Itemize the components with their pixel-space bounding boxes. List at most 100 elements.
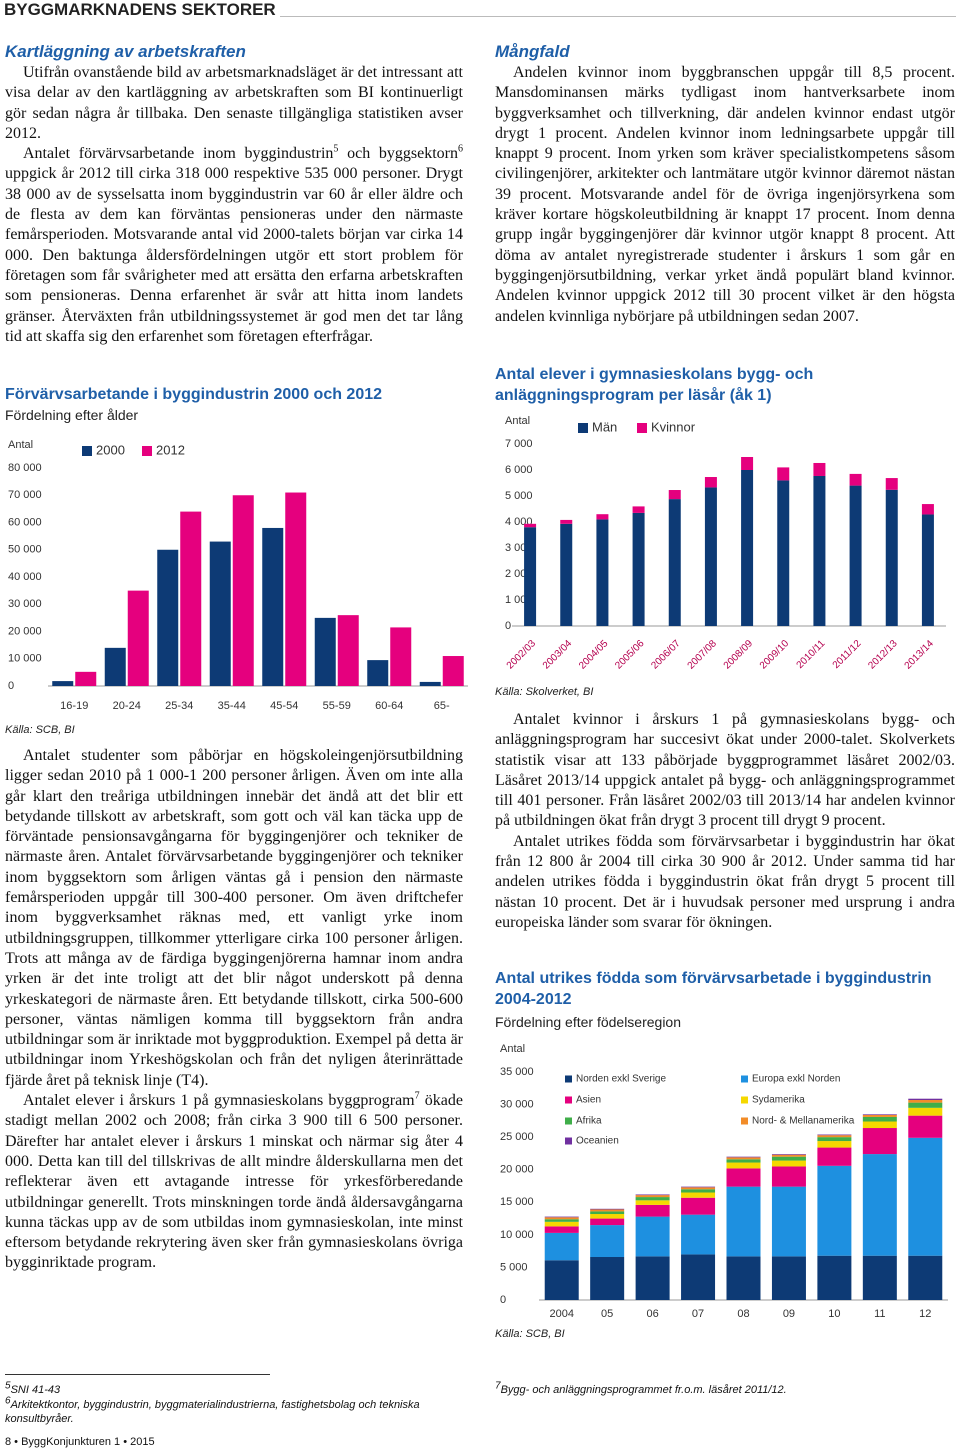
x-tick-label: 2005/06	[613, 638, 647, 672]
bar-segment	[726, 1159, 761, 1163]
x-tick-label: 2004/05	[577, 638, 611, 672]
bar	[337, 615, 359, 686]
bar-segment	[726, 1156, 761, 1158]
bar-segment	[560, 519, 573, 524]
bar-segment	[862, 1114, 897, 1117]
legend-label: Afrika	[576, 1116, 602, 1127]
x-tick-label: 2004	[549, 1308, 573, 1320]
x-tick-label: 2003/04	[541, 638, 575, 672]
bar-segment	[590, 1211, 625, 1215]
bar-segment	[635, 1195, 670, 1198]
x-tick-label: 2012/13	[866, 638, 900, 672]
bar-segment	[668, 490, 681, 500]
x-tick-label: 07	[692, 1308, 704, 1320]
bar	[442, 656, 464, 686]
bar-segment	[771, 1156, 806, 1161]
bar-segment	[813, 462, 826, 476]
heading: Kartläggning av arbetskraften	[5, 42, 246, 61]
bar-segment	[771, 1256, 806, 1300]
footnote: 7Bygg- och anläggningsprogrammet fr.o.m.…	[495, 1380, 950, 1397]
bar-segment	[817, 1141, 852, 1148]
chart-source: Källa: SCB, BI	[5, 724, 75, 736]
bar-segment	[771, 1166, 806, 1187]
footnote-text: SNI 41-43	[10, 1384, 61, 1396]
x-tick-label: 2011/12	[831, 638, 864, 671]
bar-segment	[817, 1165, 852, 1256]
x-tick-label: 25-34	[165, 700, 193, 712]
bar-segment	[524, 527, 537, 626]
y-tick-label: 0	[505, 620, 511, 632]
bar-segment	[681, 1214, 716, 1255]
bar-segment	[632, 512, 645, 626]
bar-segment	[681, 1192, 716, 1198]
bar-segment	[817, 1134, 852, 1136]
bar-segment	[771, 1154, 806, 1155]
bar-segment	[908, 1137, 943, 1256]
bar-segment	[590, 1218, 625, 1226]
paragraph: Utifrån ovanstående bild av arbetsmarkna…	[5, 63, 463, 144]
bar	[314, 617, 336, 686]
bar-segment	[862, 1255, 897, 1300]
text-block: Antalet studenter som påbörjar en högsko…	[5, 746, 463, 1274]
bar-segment	[741, 457, 754, 470]
bar-segment	[596, 519, 609, 626]
y-tick-label: 15 000	[500, 1196, 534, 1208]
legend-swatch	[637, 423, 647, 433]
legend-swatch	[741, 1117, 748, 1125]
y-tick-label: 6 000	[505, 464, 533, 476]
x-tick-label: 12	[919, 1308, 931, 1320]
text-run: Utifrån ovanstående bild av arbetsmarkna…	[5, 64, 463, 142]
bar-segment	[590, 1208, 625, 1210]
bar	[180, 511, 202, 686]
y-tick-label: 10 000	[500, 1229, 534, 1241]
footnote-mark: 7	[495, 1380, 501, 1392]
text-block: Utifrån ovanstående bild av arbetsmarkna…	[5, 63, 463, 347]
bar-segment	[668, 499, 681, 626]
bar-segment	[862, 1154, 897, 1256]
footnote: 6Arkitektkontor, byggindustrin, byggmate…	[5, 1395, 460, 1426]
chart-title: Antal utrikes födda som förvärvsarbetade…	[495, 970, 932, 1008]
bar-segment	[726, 1186, 761, 1257]
legend-label: Sydamerika	[752, 1095, 805, 1106]
y-tick-label: 0	[8, 680, 14, 692]
bar-segment	[908, 1098, 943, 1101]
bar-segment	[726, 1162, 761, 1169]
y-tick-label: 50 000	[8, 544, 42, 556]
legend-swatch	[741, 1075, 748, 1083]
bar-segment	[908, 1255, 943, 1300]
bar-segment	[862, 1116, 897, 1122]
bar-segment	[908, 1102, 943, 1108]
x-tick-label: 16-19	[60, 700, 88, 712]
chart-source: Källa: Skolverket, BI	[495, 686, 594, 698]
bar-segment	[590, 1225, 625, 1258]
legend-label: Oceanien	[576, 1136, 619, 1147]
chart-title: Förvärvsarbetande i byggindustrin 2000 o…	[5, 386, 383, 403]
bar-segment	[544, 1226, 579, 1233]
bar-segment	[544, 1232, 579, 1261]
page-footer: 8 • ByggKonjunkturen 1 • 2015	[5, 1436, 155, 1448]
bar	[285, 492, 307, 686]
text-block: Antalet kvinnor i årskurs 1 på gymnasies…	[495, 710, 955, 933]
x-tick-label: 55-59	[323, 700, 351, 712]
bar-segment	[908, 1107, 943, 1116]
paragraph: Andelen kvinnor inom byggbranschen uppgå…	[495, 63, 955, 327]
y-tick-label: 80 000	[8, 462, 42, 474]
paragraph: Antalet kvinnor i årskurs 1 på gymnasies…	[495, 710, 955, 832]
y-tick-label: 60 000	[8, 516, 42, 528]
bar-segment	[817, 1255, 852, 1300]
legend-swatch	[565, 1096, 572, 1104]
footnote-mark: 6	[5, 1395, 11, 1407]
bar-segment	[635, 1216, 670, 1257]
x-tick-label: 2008/09	[722, 638, 756, 672]
x-tick-label: 20-24	[113, 700, 141, 712]
x-tick-label: 09	[783, 1308, 795, 1320]
bar-segment	[771, 1154, 806, 1157]
bar-segment	[635, 1204, 670, 1217]
bar-segment	[813, 475, 826, 626]
chart: Antal 0 10 000 20 000 30 000 40 000 50 000 60 0…	[8, 439, 468, 712]
legend-swatch	[565, 1137, 572, 1145]
text-run: Antalet kvinnor i årskurs 1 på gymnasies…	[495, 711, 955, 830]
footnote-mark: 5	[5, 1380, 11, 1392]
y-tick-label: 40 000	[8, 571, 42, 583]
